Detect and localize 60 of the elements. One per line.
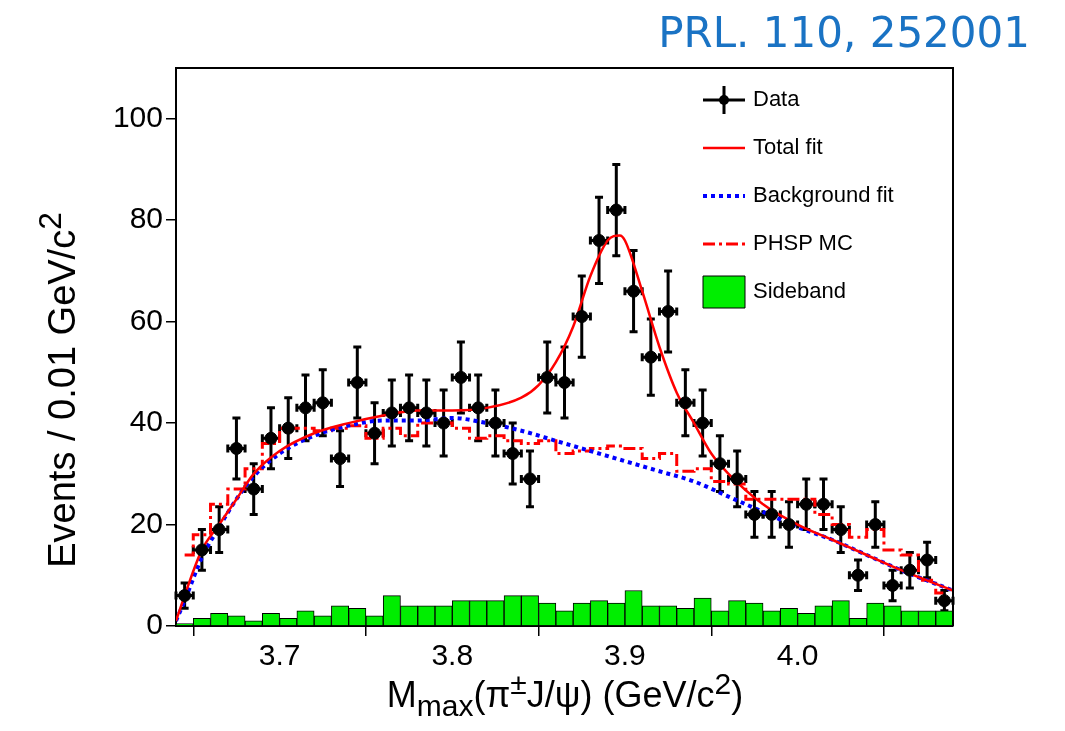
point [799,497,813,511]
point [868,518,882,532]
y-tick-label: 100 [112,99,163,133]
point [437,416,451,430]
point [575,310,589,324]
point [333,452,347,466]
point [178,589,192,603]
text: PRL. 110, 252001 [658,8,1030,57]
point [419,406,433,420]
x-tick-label: 3.7 [258,638,301,672]
point [195,543,209,557]
point [385,406,399,420]
point [782,518,796,532]
point [903,563,917,577]
point [316,396,330,410]
point [627,284,641,298]
point [212,523,226,537]
y-tick-label: 40 [129,404,163,438]
point [488,416,502,430]
point [920,553,934,567]
legend-label: PHSP MC [753,230,853,256]
point [696,416,710,430]
point [368,426,382,440]
point [661,304,675,318]
y-tick-label: 0 [146,607,163,641]
legend-label: Background fit [753,182,894,208]
y-tick-label: 60 [129,302,163,336]
point [281,421,295,435]
legend-label: Sideband [753,278,846,304]
point [592,233,606,247]
point [506,447,520,461]
point [350,376,364,390]
point [730,472,744,486]
point [937,594,951,608]
point [264,431,278,445]
point [558,376,571,390]
y-tick-label: 20 [129,505,163,539]
point [471,401,485,415]
line-series [176,234,953,623]
point [299,401,312,415]
point [229,441,243,455]
point [851,568,865,582]
point [402,401,416,415]
point [454,370,468,384]
point [834,523,848,537]
point [765,507,779,521]
x-tick-label: 4.0 [776,638,819,672]
point [609,203,623,217]
point [713,457,727,471]
legend-label: Total fit [753,134,823,160]
point [886,578,900,592]
legend-label: Data [753,86,801,112]
y-tick-label: 80 [129,201,163,235]
point [644,350,658,364]
point [523,472,537,486]
point [817,497,830,511]
point [247,482,261,496]
point [747,507,761,521]
point [540,370,554,384]
point [678,396,692,410]
